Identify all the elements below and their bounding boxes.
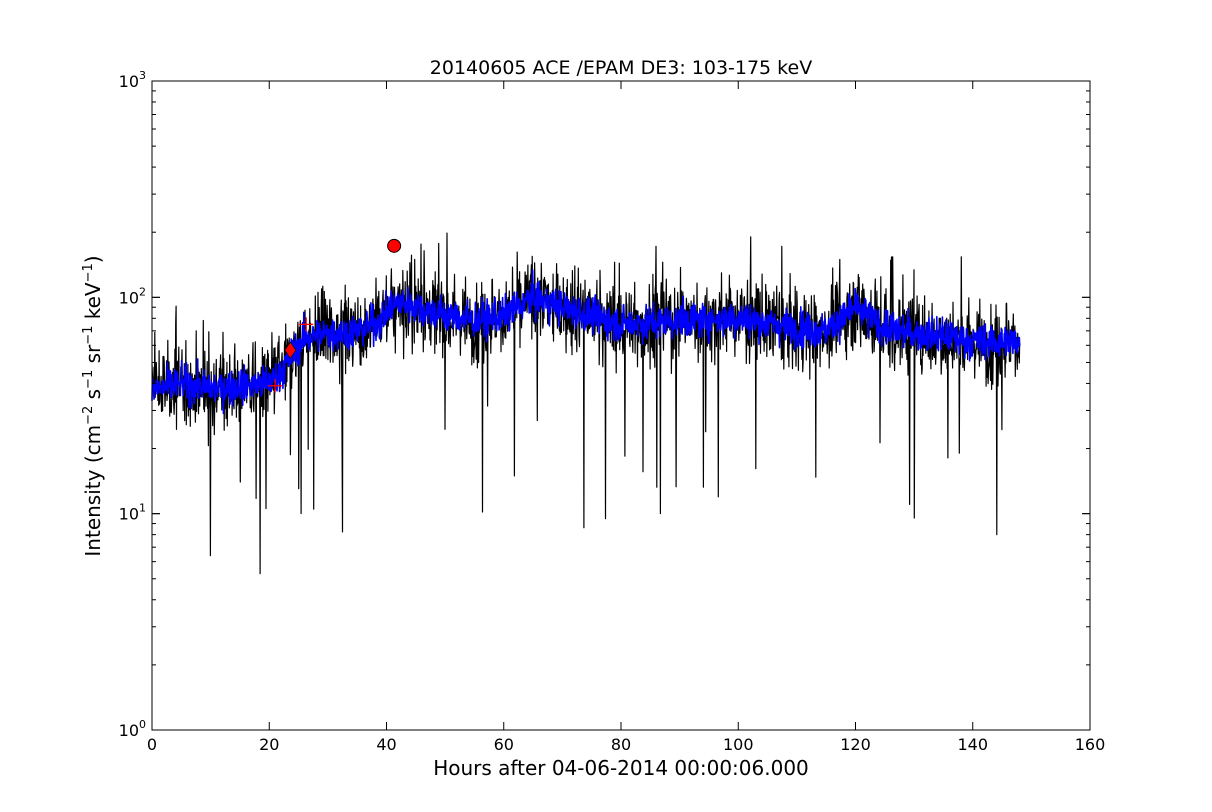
y-axis-label: Intensity (cm−2 s−1 sr−1 keV−1) [81, 255, 105, 556]
x-tick-label: 20 [259, 735, 279, 754]
x-axis-label: Hours after 04-06-2014 00:00:06.000 [433, 756, 809, 780]
x-tick-labels: 0 20 40 60 80 100 120 140 160 [147, 735, 1105, 754]
x-tick-label: 100 [723, 735, 754, 754]
y-tick-label: 102 [119, 285, 146, 307]
y-tick-label: 101 [119, 502, 146, 524]
tick-layer [151, 80, 1091, 731]
y-tick-label: 100 [119, 718, 146, 740]
marker-circle [387, 238, 402, 253]
series-line-smoothed [151, 269, 1021, 415]
series-layer [151, 232, 1021, 575]
y-tick-label: 103 [119, 69, 146, 91]
x-tick-label: 140 [957, 735, 988, 754]
x-tick-label: 120 [840, 735, 871, 754]
chart-title: 20140605 ACE /EPAM DE3: 103-175 keV [430, 57, 812, 79]
x-tick-label: 60 [494, 735, 514, 754]
x-tick-label: 160 [1075, 735, 1106, 754]
x-tick-label: 40 [376, 735, 396, 754]
y-tick-labels: 100 101 102 103 [119, 69, 146, 740]
marker-layer [268, 238, 402, 393]
marker-diamond [284, 341, 297, 359]
x-tick-label: 0 [147, 735, 157, 754]
plot-area [152, 81, 1090, 730]
x-tick-label: 80 [611, 735, 631, 754]
marker-plus [268, 378, 283, 393]
marker-plus [299, 317, 314, 332]
